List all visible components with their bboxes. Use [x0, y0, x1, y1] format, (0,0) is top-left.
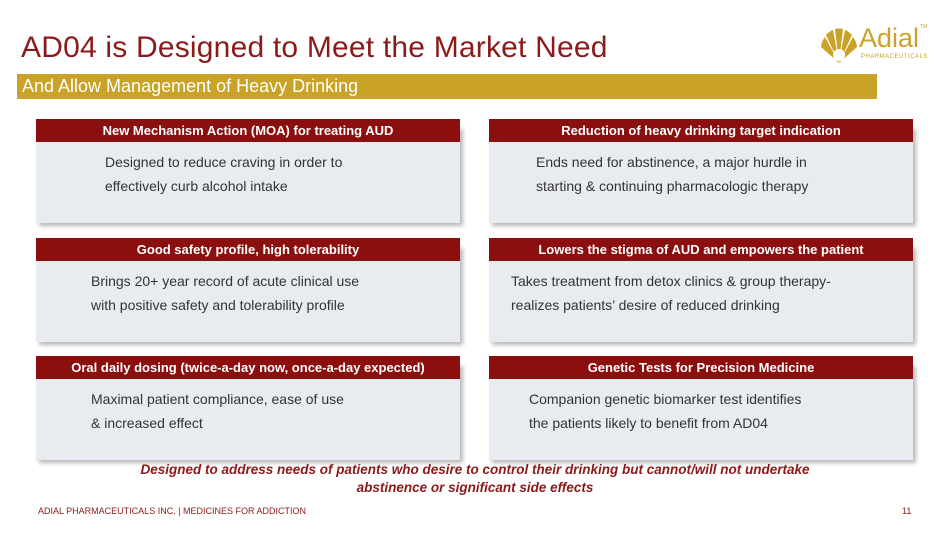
footnote: Designed to address needs of patients wh… — [80, 461, 870, 497]
card-line: Brings 20+ year record of acute clinical… — [91, 273, 360, 289]
slide-title: AD04 is Designed to Meet the Market Need — [21, 31, 608, 64]
adial-logo: Adial TM PHARMACEUTICALS — [819, 24, 931, 70]
card-body-box — [489, 126, 913, 223]
card-heading: New Mechanism Action (MOA) for treating … — [36, 119, 460, 142]
card-stigma: Lowers the stigma of AUD and empowers th… — [489, 238, 913, 342]
card-text: Maximal patient compliance, ease of use … — [91, 387, 344, 435]
card-text: Brings 20+ year record of acute clinical… — [91, 269, 359, 317]
subtitle-bar: And Allow Management of Heavy Drinking — [17, 74, 877, 99]
card-dosing: Oral daily dosing (twice-a-day now, once… — [36, 356, 460, 460]
card-line: with positive safety and tolerability pr… — [91, 297, 345, 313]
card-heading: Oral daily dosing (twice-a-day now, once… — [36, 356, 460, 379]
sunburst-icon — [821, 28, 857, 64]
footnote-line: Designed to address needs of patients wh… — [140, 462, 810, 477]
card-text: Ends need for abstinence, a major hurdle… — [536, 150, 808, 198]
card-safety: Good safety profile, high tolerability B… — [36, 238, 460, 342]
logo-trademark: TM — [920, 24, 928, 30]
card-heading: Reduction of heavy drinking target indic… — [489, 119, 913, 142]
footer-text: ADIAL PHARMACEUTICALS INC. | MEDICINES F… — [38, 506, 307, 516]
card-text: Companion genetic biomarker test identif… — [529, 387, 801, 435]
card-heading: Good safety profile, high tolerability — [36, 238, 460, 261]
logo-tagline: PHARMACEUTICALS — [861, 54, 928, 60]
card-line: effectively curb alcohol intake — [105, 178, 288, 194]
card-heading: Genetic Tests for Precision Medicine — [489, 356, 913, 379]
card-body-box — [36, 363, 460, 460]
card-line: realizes patients’ desire of reduced dri… — [511, 297, 780, 313]
slide-subtitle: And Allow Management of Heavy Drinking — [22, 76, 359, 96]
card-line: Maximal patient compliance, ease of use — [91, 391, 344, 407]
card-body-box — [489, 363, 913, 460]
card-line: Companion genetic biomarker test identif… — [529, 391, 802, 407]
card-line: Takes treatment from detox clinics & gro… — [511, 273, 831, 289]
card-body-box — [489, 245, 913, 342]
card-heavy-drinking: Reduction of heavy drinking target indic… — [489, 119, 913, 223]
logo-wordmark: Adial — [859, 23, 920, 53]
card-line: Designed to reduce craving in order to — [105, 154, 343, 170]
card-text: Takes treatment from detox clinics & gro… — [511, 269, 831, 317]
card-line: Ends need for abstinence, a major hurdle… — [536, 154, 807, 170]
card-body-box — [36, 245, 460, 342]
card-moa: New Mechanism Action (MOA) for treating … — [36, 119, 460, 223]
card-genetic: Genetic Tests for Precision Medicine Com… — [489, 356, 913, 460]
card-heading: Lowers the stigma of AUD and empowers th… — [489, 238, 913, 261]
card-line: the patients likely to benefit from AD04 — [529, 415, 768, 431]
card-line: starting & continuing pharmacologic ther… — [536, 178, 809, 194]
footnote-line: abstinence or significant side effects — [356, 480, 594, 495]
card-line: & increased effect — [91, 415, 203, 431]
page-number: 11 — [902, 506, 912, 516]
card-body-box — [36, 126, 460, 223]
card-text: Designed to reduce craving in order to e… — [105, 150, 342, 198]
